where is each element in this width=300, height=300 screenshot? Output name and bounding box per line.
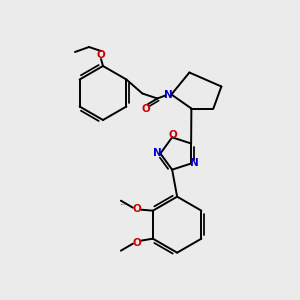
Text: methoxy: methoxy: [121, 203, 127, 205]
Text: O: O: [133, 204, 141, 214]
Text: N: N: [190, 158, 199, 169]
Text: O: O: [169, 130, 178, 140]
Text: O: O: [97, 50, 105, 60]
Text: O: O: [141, 103, 150, 113]
Text: N: N: [153, 148, 162, 158]
Text: N: N: [164, 89, 173, 100]
Text: O: O: [133, 238, 141, 248]
